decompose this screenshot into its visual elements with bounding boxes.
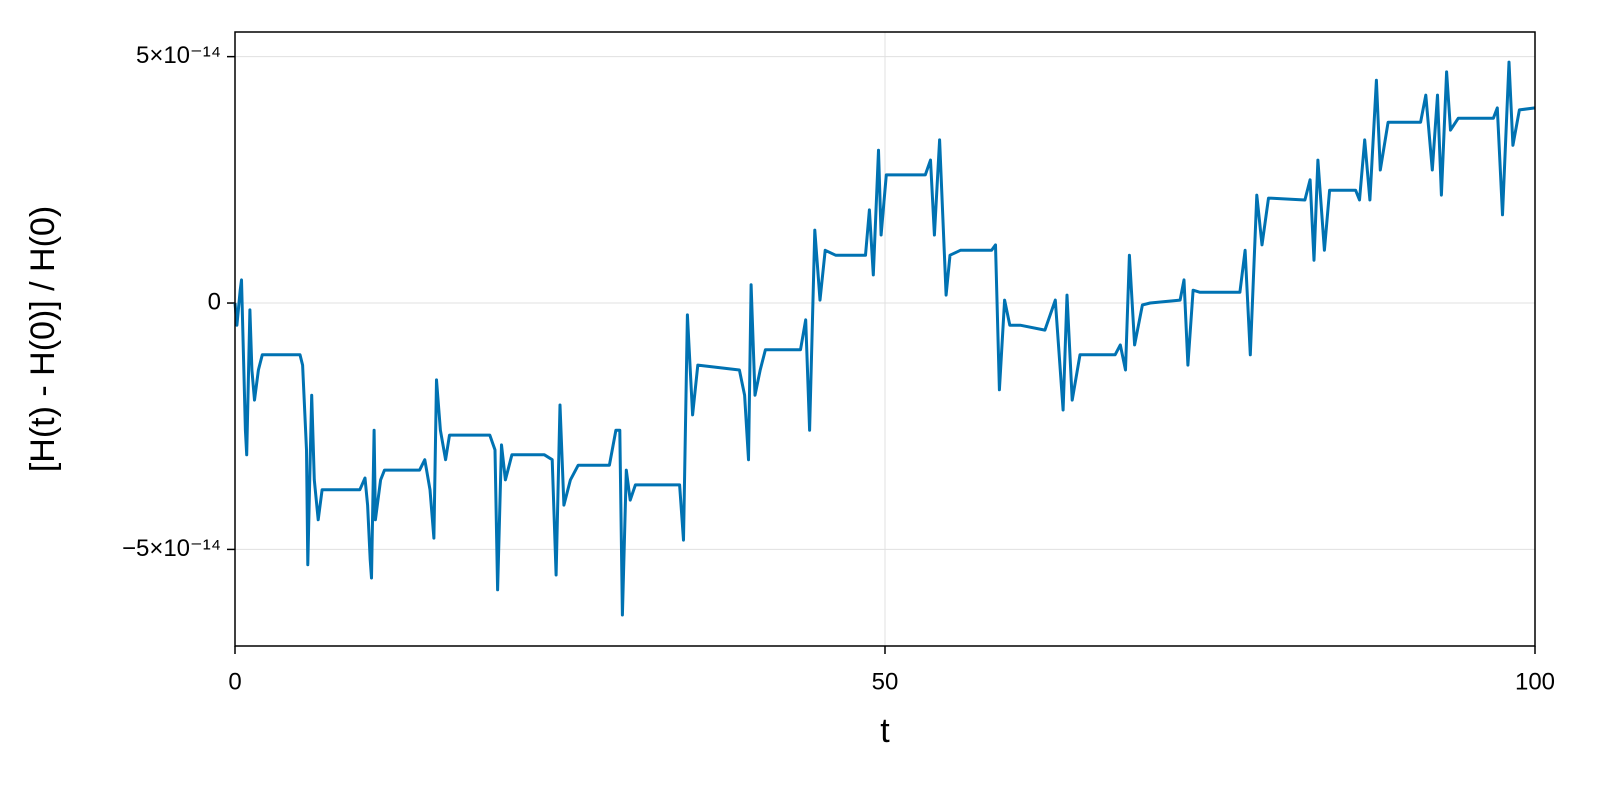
x-tick-label: 0: [228, 668, 241, 695]
y-axis-label: [H(t) - H(0)] / H(0): [24, 206, 62, 472]
x-axis-label: t: [880, 712, 890, 750]
x-tick-label: 100: [1515, 668, 1555, 695]
x-tick-label: 50: [872, 668, 899, 695]
y-tick-label: 5×10⁻¹⁴: [136, 42, 221, 69]
line: [233, 60, 1536, 617]
y-tick-label: −5×10⁻¹⁴: [122, 535, 221, 562]
y-tick-label: 0: [208, 288, 221, 315]
plot-frame: [234, 31, 1536, 647]
